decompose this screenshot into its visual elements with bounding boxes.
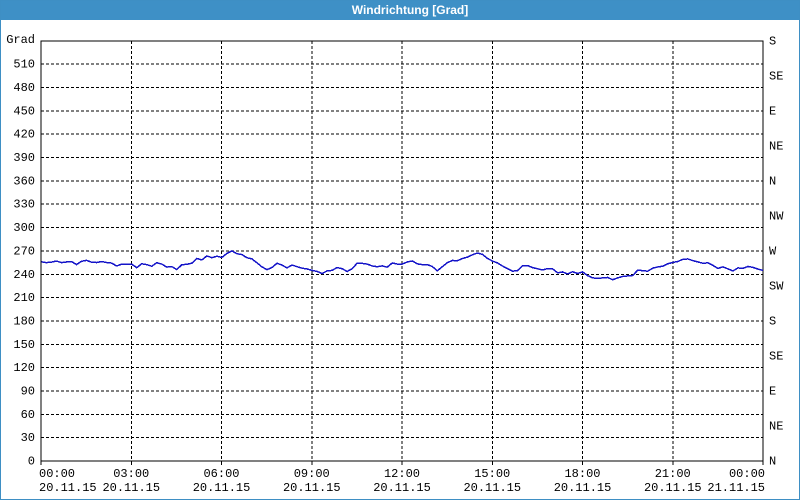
svg-text:0: 0 bbox=[28, 455, 35, 469]
svg-text:360: 360 bbox=[13, 174, 35, 188]
svg-text:N: N bbox=[769, 455, 776, 469]
svg-text:21:00: 21:00 bbox=[655, 467, 691, 481]
svg-text:18:00: 18:00 bbox=[564, 467, 600, 481]
svg-text:E: E bbox=[769, 384, 776, 398]
svg-text:NE: NE bbox=[769, 139, 783, 153]
svg-text:03:00: 03:00 bbox=[113, 467, 149, 481]
svg-text:06:00: 06:00 bbox=[203, 467, 239, 481]
svg-text:330: 330 bbox=[13, 198, 35, 212]
svg-text:30: 30 bbox=[21, 431, 35, 445]
svg-text:20.11.15: 20.11.15 bbox=[102, 481, 160, 495]
svg-text:20.11.15: 20.11.15 bbox=[644, 481, 702, 495]
svg-text:90: 90 bbox=[21, 384, 35, 398]
svg-text:270: 270 bbox=[13, 244, 35, 258]
svg-text:420: 420 bbox=[13, 128, 35, 142]
svg-text:N: N bbox=[769, 174, 776, 188]
svg-text:150: 150 bbox=[13, 338, 35, 352]
svg-text:00:00: 00:00 bbox=[729, 467, 765, 481]
svg-text:180: 180 bbox=[13, 314, 35, 328]
svg-text:S: S bbox=[769, 314, 776, 328]
svg-text:00:00: 00:00 bbox=[39, 467, 75, 481]
svg-text:210: 210 bbox=[13, 291, 35, 305]
svg-text:09:00: 09:00 bbox=[294, 467, 330, 481]
svg-text:NE: NE bbox=[769, 419, 783, 433]
svg-text:W: W bbox=[769, 244, 777, 258]
svg-text:390: 390 bbox=[13, 151, 35, 165]
svg-text:20.11.15: 20.11.15 bbox=[373, 481, 431, 495]
svg-text:NW: NW bbox=[769, 209, 784, 223]
svg-text:12:00: 12:00 bbox=[384, 467, 420, 481]
svg-text:Grad: Grad bbox=[6, 33, 35, 47]
svg-text:240: 240 bbox=[13, 268, 35, 282]
svg-text:300: 300 bbox=[13, 221, 35, 235]
svg-text:120: 120 bbox=[13, 361, 35, 375]
svg-text:E: E bbox=[769, 104, 776, 118]
svg-text:60: 60 bbox=[21, 408, 35, 422]
svg-text:SW: SW bbox=[769, 279, 784, 293]
svg-text:450: 450 bbox=[13, 104, 35, 118]
svg-text:20.11.15: 20.11.15 bbox=[463, 481, 521, 495]
svg-text:SE: SE bbox=[769, 349, 783, 363]
svg-text:510: 510 bbox=[13, 58, 35, 72]
svg-text:20.11.15: 20.11.15 bbox=[39, 481, 97, 495]
svg-text:20.11.15: 20.11.15 bbox=[193, 481, 251, 495]
svg-text:480: 480 bbox=[13, 81, 35, 95]
svg-text:21.11.15: 21.11.15 bbox=[707, 481, 765, 495]
svg-text:20.11.15: 20.11.15 bbox=[283, 481, 341, 495]
svg-text:15:00: 15:00 bbox=[474, 467, 510, 481]
svg-text:SE: SE bbox=[769, 69, 783, 83]
svg-text:S: S bbox=[769, 34, 776, 48]
svg-text:20.11.15: 20.11.15 bbox=[554, 481, 612, 495]
